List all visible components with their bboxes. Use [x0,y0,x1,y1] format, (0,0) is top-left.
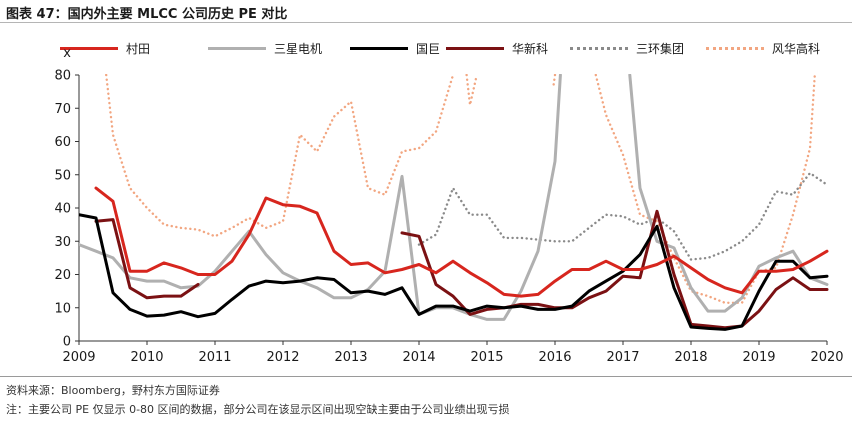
legend-swatch-sanhuan [570,47,628,50]
y-tick-label: 10 [54,301,71,316]
line-chart: 0 10 20 30 40 50 60 70 80 x 2009 2010 2011 2012 2013 20… [54,46,843,365]
x-tick-label: 2011 [198,350,231,365]
x-tick-label: 2017 [606,350,639,365]
series-line-huaxin-seg2 [400,209,829,330]
series-line-samsung [79,74,562,321]
y-tick-label: 20 [54,268,71,283]
series-line-fenghua-seg4 [594,74,816,304]
legend-label-murata: 村田 [126,42,151,56]
legend-label-samsung: 三星电机 [274,42,323,56]
x-tick-label: 2016 [538,350,571,365]
chart-legend: 村田 三星电机 国巨 华新科 三环集团 风华高科 [60,38,846,58]
x-tick-label: 2018 [674,350,707,365]
legend-swatch-murata [60,47,118,50]
y-tick-label: 70 [54,102,71,117]
x-tick-label: 2014 [402,350,435,365]
series-line-sanhuan [417,171,829,261]
legend-label-fenghua: 风华高科 [772,42,821,56]
x-tick-label: 2019 [742,350,775,365]
plot-area: 0 10 20 30 40 50 60 70 80 x 2009 2010 2011 2012 2013 20… [54,46,843,365]
x-tick-label: 2010 [130,350,163,365]
y-tick-label: 80 [54,69,71,84]
y-tick-label: 0 [63,335,71,350]
series-line-huaxin [94,218,200,300]
y-tick-label: 40 [54,202,71,217]
y-axis-label: x [63,46,71,61]
legend-swatch-yageo [350,47,408,50]
x-tick-label: 2015 [470,350,503,365]
footnote: 注：主要公司 PE 仅显示 0-80 区间的数据，部分公司在该显示区间出现空缺主… [6,403,510,416]
x-tick-label: 2012 [266,350,299,365]
title-divider [0,22,852,23]
figure-title: 图表 47：国内外主要 MLCC 公司历史 PE 对比 [6,7,288,22]
legend-swatch-huaxin [446,47,504,50]
legend-label-huaxin: 华新科 [512,42,549,56]
footer-divider [0,376,852,377]
x-tick-label: 2013 [334,350,367,365]
x-tick-label: 2020 [810,350,843,365]
x-tick-label: 2009 [62,350,95,365]
series-line-fenghua-seg2 [465,74,478,107]
series-line-samsung-seg2 [628,74,829,313]
series-line-fenghua [105,74,455,238]
source-note: 资料来源：Bloomberg，野村东方国际证券 [6,384,220,397]
legend-swatch-samsung [208,47,266,50]
legend-label-yageo: 国巨 [416,42,441,56]
y-tick-label: 30 [54,235,71,250]
legend-label-sanhuan: 三环集团 [636,42,685,56]
legend-swatch-fenghua [706,47,764,50]
series-line-yageo [79,213,829,331]
series-line-fenghua-seg3 [552,74,557,87]
y-tick-label: 50 [54,168,71,183]
y-tick-label: 60 [54,135,71,150]
series-line-murata [94,186,829,298]
